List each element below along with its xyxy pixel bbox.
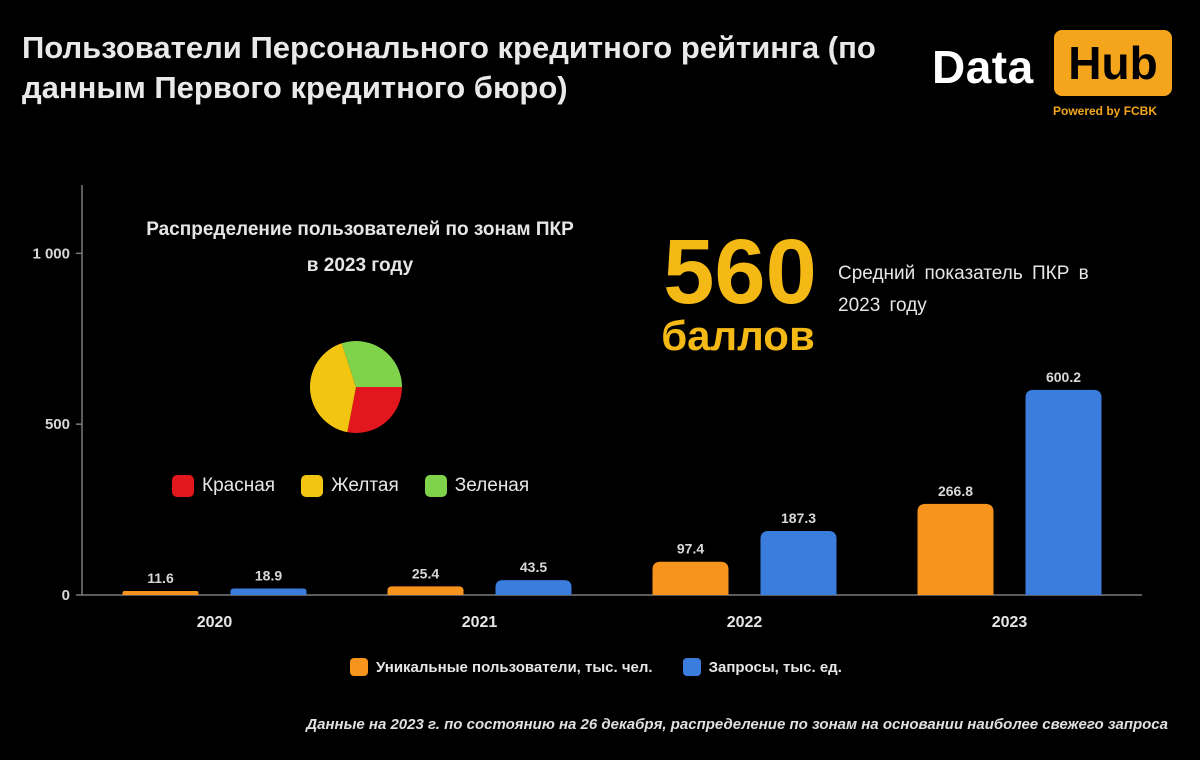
bar-users-2023 — [917, 503, 994, 595]
legend-label-yellow: Желтая — [331, 475, 399, 496]
data-label: 600.2 — [1046, 369, 1081, 385]
data-label: 11.6 — [147, 570, 174, 586]
pie-legend: Красная Желтая Зеленая — [172, 475, 529, 497]
logo-hub-badge: Hub — [1054, 30, 1172, 96]
legend-label-red: Красная — [202, 475, 276, 496]
legend-swatch-yellow — [301, 475, 324, 497]
legend-swatch-requests — [682, 658, 701, 676]
avg-score-unit: баллов — [661, 312, 815, 359]
data-label: 18.9 — [255, 568, 282, 584]
y-tick-label: 500 — [45, 416, 70, 433]
x-tick-label: 2021 — [462, 614, 498, 631]
data-label: 43.5 — [520, 559, 547, 575]
bar-users-2020 — [122, 591, 199, 595]
footnote: Данные на 2023 г. по состоянию на 26 дек… — [306, 716, 1168, 733]
pie-slice-0 — [347, 387, 402, 433]
y-tick-label: 0 — [62, 587, 70, 604]
page-title: Пользователи Персонального кредитного ре… — [22, 30, 876, 105]
x-tick-label: 2020 — [197, 614, 233, 631]
bar-requests-2022 — [760, 531, 837, 595]
logo-data-text: Data — [932, 41, 1034, 93]
data-label: 187.3 — [781, 510, 816, 526]
bar-legend: Уникальные пользователи, тыс. чел. Запро… — [350, 658, 842, 676]
pie-slice-1 — [310, 343, 356, 433]
bar-users-2022 — [652, 561, 729, 595]
pie-title-line2: в 2023 году — [306, 255, 414, 276]
legend-item-red: Красная — [172, 475, 275, 497]
pie-title-line1: Распределение пользователей по зонам ПКР — [146, 219, 574, 240]
bar-requests-2020 — [230, 588, 307, 595]
bar-requests-2021 — [495, 580, 572, 595]
legend-item-users: Уникальные пользователи, тыс. чел. — [350, 658, 653, 676]
pie-chart-title: Распределение пользователей по зонам ПКР… — [70, 212, 650, 284]
data-label: 25.4 — [412, 565, 439, 581]
legend-item-green: Зеленая — [424, 475, 530, 497]
data-label: 266.8 — [938, 483, 973, 499]
bar-requests-2023 — [1025, 389, 1102, 595]
datahub-logo: Data Hub Powered by FCBK — [932, 26, 1182, 126]
x-tick-label: 2022 — [727, 614, 763, 631]
logo-tagline: Powered by FCBK — [1053, 104, 1158, 118]
x-tick-label: 2023 — [992, 614, 1028, 631]
y-tick-label: 1 000 — [32, 245, 70, 262]
pie-slice-2 — [341, 341, 402, 387]
legend-label-users: Уникальные пользователи, тыс. чел. — [376, 658, 653, 676]
legend-label-requests: Запросы, тыс. ед. — [708, 658, 842, 676]
legend-item-requests: Запросы, тыс. ед. — [682, 658, 842, 676]
legend-label-green: Зеленая — [454, 475, 530, 496]
avg-score-description: Средний показатель ПКР в 2023 году — [838, 263, 1089, 316]
legend-swatch-green — [424, 475, 447, 497]
data-label: 97.4 — [677, 541, 704, 557]
legend-swatch-red — [172, 475, 194, 497]
legend-swatch-users — [350, 658, 368, 676]
bar-users-2021 — [387, 586, 464, 595]
legend-item-yellow: Желтая — [301, 475, 399, 497]
avg-score-value: 560 — [663, 221, 817, 323]
